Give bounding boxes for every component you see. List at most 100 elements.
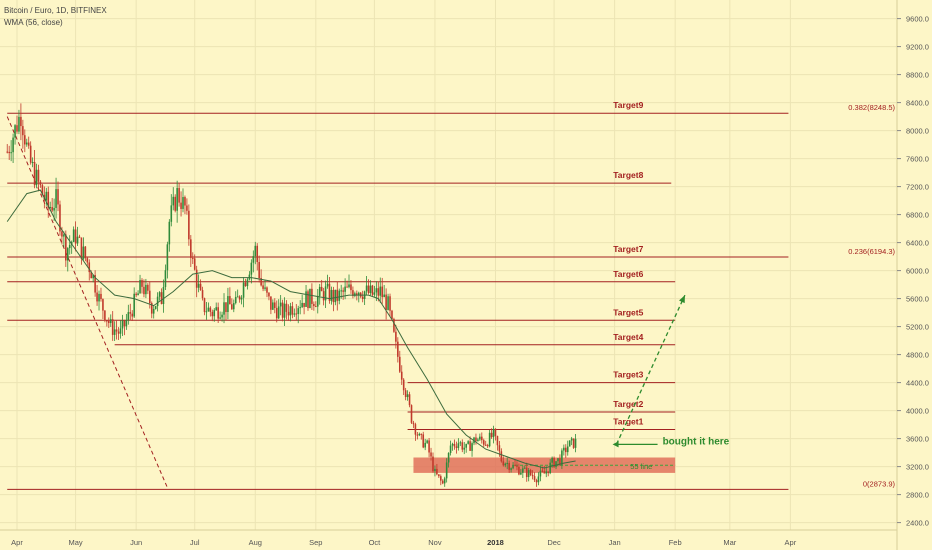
- candle-body: [102, 299, 104, 311]
- candle-body: [463, 447, 466, 450]
- candle-body: [262, 285, 264, 289]
- candle-body: [389, 296, 391, 311]
- candle-body: [119, 328, 122, 334]
- candle-body: [350, 284, 352, 291]
- candle-body: [354, 293, 356, 296]
- candle-body: [176, 188, 178, 211]
- candle-body: [338, 290, 341, 301]
- candle-body: [203, 298, 206, 312]
- candle-body: [307, 291, 309, 309]
- level-label: Target8: [613, 170, 643, 180]
- level-label: Target2: [613, 399, 643, 409]
- candle-body: [365, 285, 368, 292]
- candle-body: [25, 142, 28, 145]
- x-tick-label: Apr: [785, 538, 797, 547]
- candle-body: [484, 444, 487, 446]
- candle-body: [574, 438, 577, 448]
- candle-body: [41, 185, 44, 195]
- y-tick-label: 7600.0: [906, 155, 929, 164]
- candle-body: [449, 445, 452, 453]
- projection-arrow: [615, 294, 686, 445]
- candle-body: [514, 464, 516, 466]
- candle-body: [55, 189, 57, 208]
- candle-body: [436, 468, 438, 475]
- candle-body: [447, 452, 450, 463]
- candle-body: [205, 311, 208, 313]
- x-tick-label: 2018: [487, 538, 504, 547]
- candle-body: [418, 433, 421, 436]
- candle-body: [277, 306, 280, 319]
- candle-body: [281, 302, 284, 318]
- candle-body: [315, 306, 317, 308]
- candle-body: [555, 461, 557, 468]
- candle-body: [518, 466, 520, 475]
- candle-body: [113, 329, 116, 335]
- candle-body: [424, 442, 426, 448]
- candle-body: [287, 311, 290, 316]
- candle-body: [549, 462, 551, 474]
- level-label: Target4: [613, 332, 643, 342]
- candle-body: [201, 290, 204, 299]
- candle-body: [209, 307, 212, 312]
- candle-body: [420, 433, 423, 435]
- candle-body: [266, 287, 268, 293]
- candle-body: [45, 191, 48, 201]
- candle-body: [516, 465, 518, 467]
- candle-body: [469, 441, 471, 451]
- candle-body: [537, 476, 540, 483]
- candle-body: [520, 472, 522, 475]
- candle-body: [479, 436, 481, 440]
- candle-body: [279, 302, 282, 307]
- candle-body: [402, 379, 405, 391]
- x-tick-label: Jan: [609, 538, 621, 547]
- candle-body: [232, 303, 235, 310]
- candle-body: [494, 428, 497, 437]
- candle-body: [377, 288, 380, 296]
- candle-body: [12, 137, 14, 153]
- candle-body: [512, 464, 514, 469]
- candle-body: [246, 279, 249, 287]
- candle-body: [127, 312, 130, 320]
- candle-body: [197, 283, 200, 288]
- candle-body: [408, 394, 411, 406]
- candle-body: [29, 145, 32, 163]
- candle-body: [244, 282, 247, 287]
- y-tick-label: 4400.0: [906, 379, 929, 388]
- candle-body: [326, 283, 329, 287]
- candle-body: [291, 306, 294, 315]
- candle-body: [72, 229, 75, 242]
- candle-body: [180, 202, 182, 209]
- candle-body: [156, 296, 159, 307]
- y-tick-label: 5200.0: [906, 323, 929, 332]
- x-axis[interactable]: Apr May Jun Jul Aug Sep Oct Nov 2018 Dec Jan Feb Mar…: [0, 529, 897, 547]
- y-tick-label: 9200.0: [906, 43, 929, 52]
- candle-body: [221, 314, 223, 318]
- candle-body: [393, 318, 395, 332]
- candle-body: [152, 309, 155, 314]
- candle-body: [260, 278, 262, 286]
- candle-body: [313, 303, 315, 307]
- candle-body: [8, 151, 10, 154]
- candle-body: [346, 286, 348, 288]
- trend-line: [6, 116, 168, 488]
- projection-arrowhead: [679, 295, 685, 304]
- y-axis[interactable]: 9600.0 9200.0 8800.0 8400.0 8000.0 7600.0 7200…: [896, 0, 929, 550]
- candle-body: [6, 151, 9, 153]
- candlestick-series: [6, 103, 577, 487]
- candle-body: [178, 188, 180, 203]
- candle-body: [301, 302, 303, 308]
- x-tick-label: Aug: [249, 538, 262, 547]
- candle-body: [410, 405, 413, 423]
- x-tick-label: Nov: [428, 538, 442, 547]
- candle-body: [332, 289, 335, 303]
- candle-body: [488, 432, 491, 447]
- candle-body: [283, 303, 286, 318]
- candle-body: [94, 275, 96, 293]
- candle-body: [78, 236, 81, 238]
- candle-body: [129, 312, 132, 314]
- x-tick-label: Dec: [547, 538, 561, 547]
- candle-body: [434, 468, 436, 472]
- candle-body: [104, 310, 106, 321]
- candle-body: [31, 161, 34, 163]
